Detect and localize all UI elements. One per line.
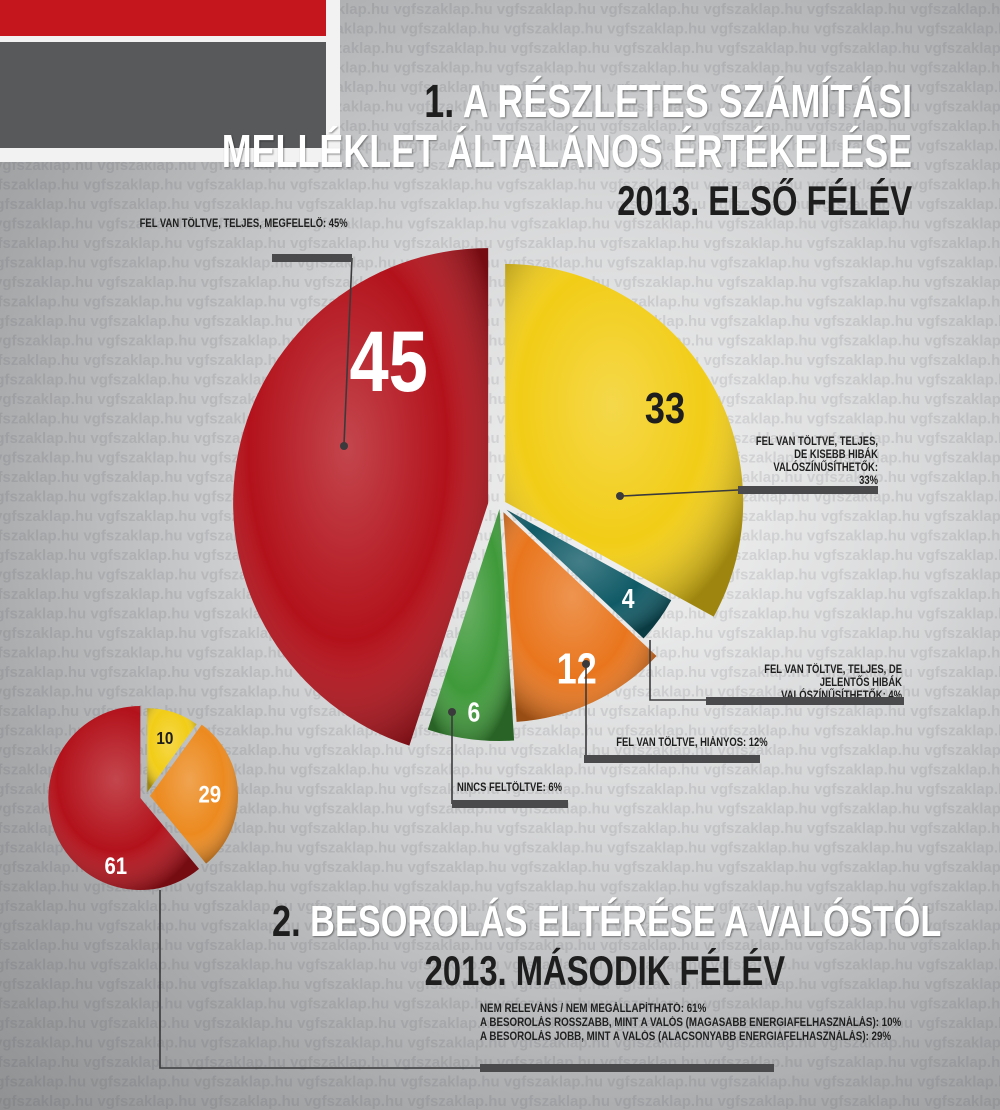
watermark-text: vgfszaklap.hu vgfszaklap.hu vgfszaklap.h…	[0, 879, 1000, 896]
watermark-text: vgfszaklap.hu vgfszaklap.hu vgfszaklap.h…	[0, 801, 1000, 818]
slice-6: 6	[427, 508, 515, 741]
section1-title-line2: melléklet általános értékelése	[221, 125, 912, 177]
label-bar-33	[738, 486, 878, 494]
label-bar-4	[706, 697, 904, 705]
watermark-text: vgfszaklap.hu vgfszaklap.hu vgfszaklap.h…	[0, 333, 1000, 350]
label-filled-minor-errors: Fel van töltve, teljes, de kisebb hibák …	[755, 436, 878, 487]
watermark-text: vgfszaklap.hu vgfszaklap.hu vgfszaklap.h…	[0, 898, 1000, 915]
leader-12-dot	[582, 660, 590, 668]
slice-4-shade	[506, 509, 672, 639]
section1-title: 1. A részletes számítási melléklet által…	[222, 76, 912, 176]
section2-title-text: Besorolás eltérése a valóstól	[310, 897, 942, 946]
slice-61-value: 61	[104, 852, 127, 879]
watermark-text: vgfszaklap.hu vgfszaklap.hu vgfszaklap.h…	[0, 820, 1000, 837]
legend-rating-worse: A besorolás rosszabb, mint a valós (maga…	[480, 1017, 902, 1029]
watermark-text: vgfszaklap.hu vgfszaklap.hu vgfszaklap.h…	[0, 976, 1000, 993]
leader-45	[343, 257, 353, 445]
watermark-text: vgfszaklap.hu vgfszaklap.hu vgfszaklap.h…	[0, 1074, 1000, 1091]
legend-bar	[480, 1064, 774, 1072]
section2-subtitle: 2013. második félév	[424, 947, 785, 994]
section1-title-line1: A részletes számítási	[462, 75, 912, 127]
section2-number: 2.	[272, 897, 301, 946]
label-bar-6	[452, 800, 568, 808]
watermark-text: vgfszaklap.hu vgfszaklap.hu vgfszaklap.h…	[0, 742, 1000, 759]
slice-33: 33	[505, 263, 744, 617]
pie-chart-1: 33 4 12 6 45	[233, 248, 744, 746]
watermark-text: vgfszaklap.hu vgfszaklap.hu vgfszaklap.h…	[0, 196, 1000, 213]
section1-number: 1.	[424, 75, 455, 127]
leader-33-dot	[616, 492, 624, 500]
label-bar-12	[584, 755, 760, 763]
leader-33	[621, 489, 739, 497]
slice-33-shade	[505, 263, 744, 617]
watermark-text: vgfszaklap.hu vgfszaklap.hu vgfszaklap.h…	[0, 216, 1000, 233]
pie-chart-2: 10 29 61	[48, 706, 238, 891]
watermark-text: vgfszaklap.hu vgfszaklap.hu vgfszaklap.h…	[0, 372, 1000, 389]
watermark-text: vgfszaklap.hu vgfszaklap.hu vgfszaklap.h…	[0, 859, 1000, 876]
leader-lines	[159, 257, 739, 1069]
leader-6-dot	[448, 708, 456, 716]
slice-45: 45	[233, 248, 489, 746]
leader-45-dot	[340, 442, 348, 450]
watermark-text: vgfszaklap.hu vgfszaklap.hu vgfszaklap.h…	[0, 177, 1000, 194]
watermark-text: vgfszaklap.hu vgfszaklap.hu vgfszaklap.h…	[0, 918, 1000, 935]
pie2-legend: Nem releváns / nem megállapítható: 61% A…	[480, 1002, 976, 1044]
section2-title: 2. Besorolás eltérése a valóstól	[272, 898, 941, 946]
legend-not-relevant: Nem releváns / nem megállapítható: 61%	[480, 1003, 707, 1015]
slice-6-shade	[427, 508, 515, 741]
watermark-text: vgfszaklap.hu vgfszaklap.hu vgfszaklap.h…	[0, 1035, 1000, 1052]
logo-red-bar	[0, 0, 326, 36]
watermark-text: vgfszaklap.hu vgfszaklap.hu vgfszaklap.h…	[0, 1015, 1000, 1032]
watermark-text: vgfszaklap.hu vgfszaklap.hu vgfszaklap.h…	[0, 294, 1000, 311]
slice-61: 61	[48, 706, 199, 891]
leader-4	[649, 640, 706, 701]
watermark-text: vgfszaklap.hu vgfszaklap.hu vgfszaklap.h…	[0, 937, 1000, 954]
slice-10-value: 10	[156, 728, 173, 748]
slice-12-value: 12	[557, 644, 597, 693]
watermark-text: vgfszaklap.hu vgfszaklap.hu vgfszaklap.h…	[0, 781, 1000, 798]
logo-block	[0, 0, 340, 162]
watermark-text: vgfszaklap.hu vgfszaklap.hu vgfszaklap.h…	[0, 313, 1000, 330]
slice-4: 4	[506, 509, 672, 639]
slice-29-value: 29	[198, 781, 221, 808]
slice-61-shade	[48, 706, 199, 891]
slice-29: 29	[149, 724, 238, 864]
watermark-text: vgfszaklap.hu vgfszaklap.hu vgfszaklap.h…	[0, 840, 1000, 857]
slice-6-value: 6	[468, 697, 481, 728]
watermark-text: vgfszaklap.hu vgfszaklap.hu vgfszaklap.h…	[0, 235, 1000, 252]
label-not-uploaded: Nincs feltöltve: 6%	[457, 782, 562, 794]
slice-10: 10	[147, 708, 197, 793]
slice-33-value: 33	[645, 383, 685, 432]
label-filled-incomplete: Fel van töltve, hiányos: 12%	[616, 737, 768, 749]
watermark-text: vgfszaklap.hu vgfszaklap.hu vgfszaklap.h…	[0, 762, 1000, 779]
slice-12: 12	[503, 512, 657, 722]
slice-29-shade	[149, 724, 238, 864]
watermark-text: vgfszaklap.hu vgfszaklap.hu vgfszaklap.h…	[0, 996, 1000, 1013]
watermark-text: vgfszaklap.hu vgfszaklap.hu vgfszaklap.h…	[0, 274, 1000, 291]
leader-61	[159, 890, 480, 1069]
slice-45-value: 45	[349, 314, 427, 410]
legend-rating-better: A besorolás jobb, mint a valós (alacsony…	[480, 1031, 892, 1043]
slice-45-shade	[233, 248, 489, 746]
watermark-text: vgfszaklap.hu vgfszaklap.hu vgfszaklap.h…	[0, 352, 1000, 369]
label-filled-complete-ok: Fel van töltve, teljes, megfelelő: 45%	[139, 218, 348, 230]
watermark-text: vgfszaklap.hu vgfszaklap.hu vgfszaklap.h…	[0, 957, 1000, 974]
watermark-text: vgfszaklap.hu vgfszaklap.hu vgfszaklap.h…	[0, 255, 1000, 272]
slice-10-shade	[147, 708, 197, 793]
label-bar-45	[272, 254, 352, 262]
logo-gray-panel	[0, 42, 326, 148]
watermark-text: vgfszaklap.hu vgfszaklap.hu vgfszaklap.h…	[0, 391, 1000, 408]
slice-4-value: 4	[622, 584, 635, 615]
section1-subtitle: 2013. első félév	[617, 177, 912, 224]
slice-12-shade	[503, 512, 657, 722]
watermark-text: vgfszaklap.hu vgfszaklap.hu vgfszaklap.h…	[0, 1093, 1000, 1110]
